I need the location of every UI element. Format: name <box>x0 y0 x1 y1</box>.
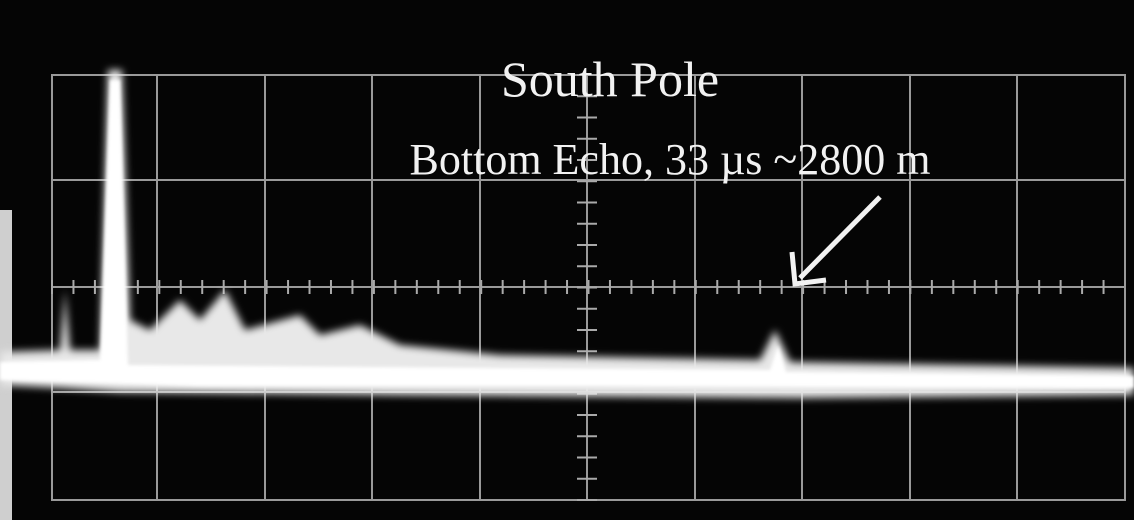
title: South Pole <box>501 51 719 107</box>
arrow <box>789 195 882 287</box>
annotation: Bottom Echo, 33 µs ~2800 m <box>410 135 931 184</box>
trace <box>0 70 1134 398</box>
